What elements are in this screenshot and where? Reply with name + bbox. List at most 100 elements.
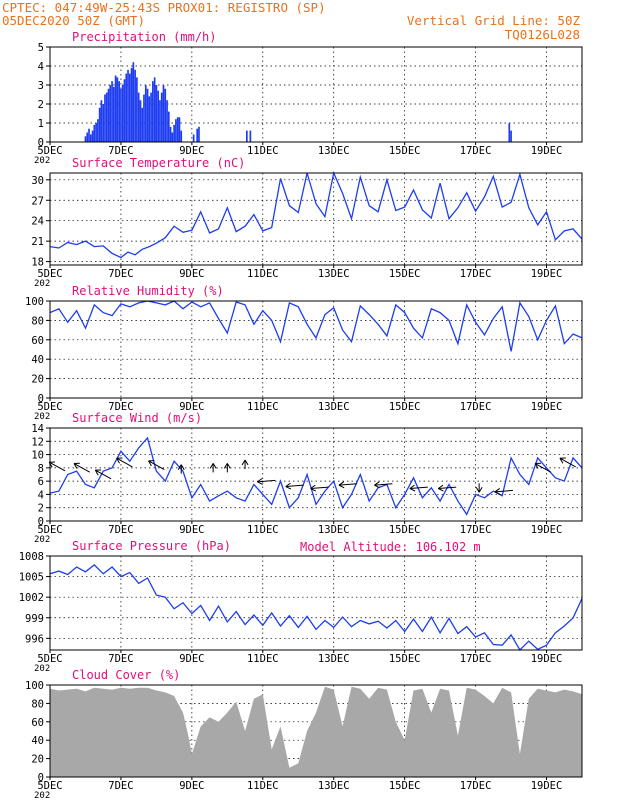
precip-bar [173,125,175,142]
precip-bar [148,96,150,142]
precip-bar [133,62,135,142]
x-tick-label: 11DEC [247,268,279,280]
precip-bar [108,89,110,142]
precip-bar [93,125,95,142]
precip-bar [156,85,158,142]
cloud-area [50,687,582,777]
x-year-label: 202 [34,412,50,422]
precip-bar [109,85,111,142]
precip-bar [117,77,119,142]
y-tick-label: 12 [31,436,44,448]
y-tick-label: 21 [31,236,44,248]
y-tick-label: 1008 [19,551,44,563]
precip-bar [170,127,172,142]
precip-bar [95,123,97,142]
wind-arrow [117,458,133,467]
y-tick-label: 27 [31,195,44,207]
wind-arrow [374,482,392,488]
precip-bar [118,81,120,142]
y-tick-label: 1 [38,118,44,130]
wind-arrow [560,458,576,467]
x-tick-label: 19DEC [531,145,563,157]
precip-bar [510,131,512,142]
wind-arrow-shaft [286,485,304,486]
y-tick-label: 999 [25,613,44,625]
precip-bar [85,136,87,142]
precip-bar [106,93,108,142]
wind-arrow-shaft [339,484,357,485]
x-tick-label: 17DEC [460,653,492,665]
y-tick-label: 60 [31,717,44,729]
x-tick-label: 15DEC [389,145,421,157]
precip-bar [198,127,200,142]
precip-bar [172,133,174,143]
x-tick-label: 11DEC [247,524,279,536]
x-tick-label: 17DEC [460,401,492,413]
cloud-cover-title: Cloud Cover (%) [72,668,180,682]
precip-bar [163,85,165,142]
x-tick-label: 19DEC [531,653,563,665]
wind-arrow [49,462,65,471]
y-tick-label: 8 [38,463,44,475]
x-year-label: 202 [34,664,50,674]
wind-arrow-head [257,482,262,485]
x-tick-label: 13DEC [318,780,350,792]
precip-bar [193,134,195,142]
precip-bar [90,134,92,142]
x-tick-label: 7DEC [108,524,133,536]
model-altitude: Model Altitude: 106.102 m [300,540,481,554]
x-tick-label: 7DEC [108,780,133,792]
humidity-line [50,301,582,351]
y-tick-label: 14 [31,423,44,435]
x-tick-label: 17DEC [460,524,492,536]
x-year-label: 202 [34,791,50,800]
panel-frame [50,556,582,650]
temperature-title: Surface Temperature (nC) [72,156,245,170]
wind-arrow [149,461,165,470]
header-model-code: TQ0126L028 [505,27,580,42]
x-tick-label: 13DEC [318,268,350,280]
pressure-title: Surface Pressure (hPa) [72,539,231,553]
y-tick-label: 10 [31,450,44,462]
y-tick-label: 40 [31,735,44,747]
wind-title: Surface Wind (m/s) [72,411,202,425]
precip-bar [150,93,152,142]
wind-arrow-head [438,489,443,492]
wind-arrow [286,483,304,489]
wind-arrow [438,485,456,491]
x-tick-label: 13DEC [318,145,350,157]
wind-arrow [257,478,275,484]
header-grid-note: Vertical Grid Line: 50Z [407,13,581,28]
y-tick-label: 4 [38,61,44,73]
precip-bar [99,108,101,142]
precip-bar [141,108,143,142]
x-tick-label: 19DEC [531,268,563,280]
x-tick-label: 7DEC [108,268,133,280]
x-tick-label: 19DEC [531,524,563,536]
wind-arrow [210,463,216,472]
precip-bar [145,85,147,142]
precip-bar [250,131,252,142]
x-tick-label: 13DEC [318,653,350,665]
x-tick-label: 11DEC [247,653,279,665]
precip-bar [127,70,129,142]
x-tick-label: 15DEC [389,780,421,792]
precip-bar [508,123,510,142]
wind-arrow [476,483,482,492]
x-tick-label: 15DEC [389,524,421,536]
precip-bar [154,77,156,142]
y-tick-label: 6 [38,476,44,488]
header-date: 05DEC2020 50Z (GMT) [2,13,145,28]
y-tick-label: 24 [31,216,44,228]
x-tick-label: 15DEC [389,268,421,280]
precip-bar [104,95,106,143]
precip-bar [177,117,179,142]
x-tick-label: 9DEC [179,524,204,536]
precip-bar [152,81,154,142]
x-tick-label: 9DEC [179,780,204,792]
